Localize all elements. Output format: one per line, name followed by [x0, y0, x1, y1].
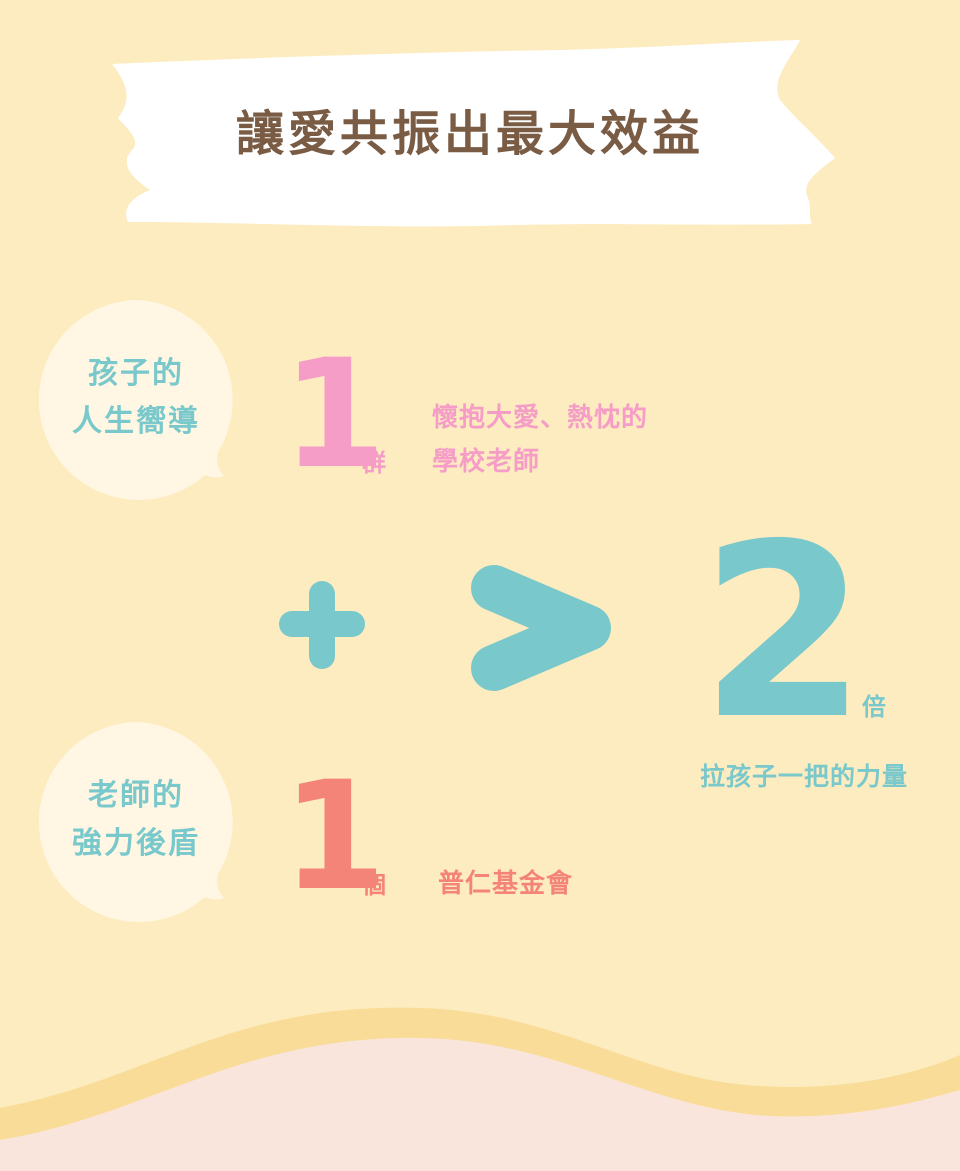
bottom-unit: 個: [362, 871, 386, 899]
result-number: 2: [700, 492, 867, 772]
top-description-line1: 懷抱大愛、熱忱的: [432, 403, 649, 433]
bubble-top-label: 孩子的 人生嚮導: [36, 350, 236, 446]
bubble-bottom-line2: 強力後盾: [72, 826, 200, 861]
plus-icon: [279, 581, 365, 669]
result-caption: 拉孩子一把的力量: [700, 762, 909, 791]
top-unit: 群: [362, 449, 386, 477]
wave-fill: [0, 1037, 960, 1171]
bubble-top-line1: 孩子的: [88, 356, 184, 391]
bubble-bottom-line1: 老師的: [88, 778, 184, 813]
bubble-bottom-label: 老師的 強力後盾: [36, 772, 236, 868]
bottom-number: 1: [282, 750, 387, 924]
title-banner: [112, 40, 835, 227]
bubble-top-line2: 人生嚮導: [72, 404, 200, 439]
result-unit: 倍: [862, 693, 886, 721]
top-description: 懷抱大愛、熱忱的 學校老師: [432, 396, 648, 484]
top-number: 1: [282, 328, 387, 502]
bubble-top-shape: [38, 300, 233, 500]
greater-than-icon: [471, 565, 611, 691]
bottom-description: 普仁基金會: [438, 869, 574, 899]
page-title: 讓愛共振出最大效益: [235, 106, 704, 162]
top-description-line2: 學校老師: [432, 447, 541, 477]
bubble-bottom-shape: [38, 722, 233, 922]
